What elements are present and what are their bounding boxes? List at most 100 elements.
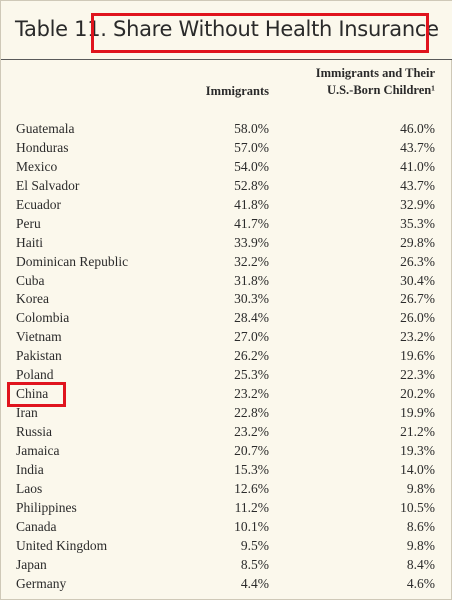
children-cell: 32.9% [400, 196, 435, 212]
country-cell: China [16, 386, 49, 402]
country-cell: Vietnam [16, 329, 62, 345]
children-cell: 41.0% [400, 158, 435, 174]
children-cell: 19.3% [400, 442, 435, 458]
country-cell: India [16, 461, 44, 477]
column-header-immigrants: Immigrants [205, 84, 269, 98]
children-cell: 9.8% [406, 537, 435, 553]
table-row: Canada 10.1% 8.6% [1, 518, 452, 537]
immigrants-cell: 26.2% [234, 348, 269, 364]
column-header-line-2: U.S.-Born Children¹ [326, 83, 435, 97]
country-cell: Dominican Republic [16, 253, 129, 269]
table-row: Honduras 57.0% 43.7% [1, 139, 452, 158]
children-cell: 19.9% [400, 405, 435, 421]
country-cell: Korea [16, 291, 49, 307]
immigrants-cell: 22.8% [234, 405, 269, 421]
children-cell: 43.7% [400, 139, 435, 155]
immigrants-cell: 54.0% [234, 158, 269, 174]
country-cell: Honduras [16, 139, 69, 155]
children-cell: 10.5% [400, 499, 435, 515]
children-cell: 4.6% [406, 575, 435, 591]
table-row: Vietnam 27.0% 23.2% [1, 328, 452, 347]
immigrants-cell: 9.5% [240, 537, 269, 553]
children-cell: 20.2% [400, 386, 435, 402]
immigrants-cell: 12.6% [234, 480, 269, 496]
immigrants-cell: 28.4% [234, 310, 269, 326]
table-row: Korea 30.3% 26.7% [1, 290, 452, 309]
children-cell: 26.3% [400, 253, 435, 269]
country-cell: Japan [16, 556, 47, 572]
children-cell: 22.3% [400, 367, 435, 383]
china-highlight-box [7, 382, 66, 407]
immigrants-cell: 52.8% [234, 177, 269, 193]
immigrants-cell: 33.9% [234, 234, 269, 250]
title-highlight-box [91, 13, 429, 53]
column-header-immigrants-and-children: Immigrants and Their U.S.-Born Children¹ [259, 65, 435, 99]
country-cell: Poland [16, 367, 54, 383]
table-row: United Kingdom 9.5% 9.8% [1, 537, 452, 556]
table-row: Jamaica 20.7% 19.3% [1, 442, 452, 461]
table-row: Japan 8.5% 8.4% [1, 556, 452, 575]
immigrants-cell: 23.2% [234, 424, 269, 439]
country-cell: Ecuador [16, 196, 61, 212]
immigrants-cell: 25.3% [234, 367, 269, 383]
table-row: Ecuador 41.8% 32.9% [1, 196, 452, 215]
table-row: Iran 22.8% 19.9% [1, 404, 452, 423]
column-header-line-1: Immigrants and Their [315, 66, 435, 80]
children-cell: 23.2% [400, 329, 435, 345]
children-cell: 14.0% [400, 461, 435, 477]
immigrants-cell: 20.7% [234, 442, 269, 458]
table-row: Russia 23.2% 21.2% [1, 423, 452, 442]
table-title: Table 11. Share Without Health Insurance [15, 17, 439, 41]
immigrants-cell: 41.7% [234, 215, 269, 231]
country-cell: Philippines [16, 499, 77, 515]
table-row: Haiti 33.9% 29.8% [1, 234, 452, 253]
children-cell: 26.7% [400, 291, 435, 307]
table-row: El Salvador 52.8% 43.7% [1, 177, 452, 196]
immigrants-cell: 8.5% [240, 556, 269, 572]
immigrants-cell: 10.1% [234, 518, 269, 534]
immigrants-cell: 27.0% [234, 329, 269, 345]
immigrants-cell: 4.4% [240, 575, 269, 591]
country-cell: Germany [16, 575, 67, 591]
immigrants-cell: 57.0% [234, 139, 269, 155]
children-cell: 9.8% [406, 480, 435, 496]
children-cell: 21.2% [400, 424, 435, 439]
country-cell: Colombia [16, 310, 70, 326]
country-cell: Pakistan [16, 348, 62, 364]
country-cell: Mexico [16, 158, 58, 174]
title-bar: Table 11. Share Without Health Insurance [1, 1, 452, 60]
children-cell: 43.7% [400, 177, 435, 193]
table-body: Guatemala 58.0% 46.0% Honduras 57.0% 43.7% Mex… [1, 120, 452, 593]
table-row: China 23.2% 20.2% [1, 385, 452, 404]
immigrants-cell: 58.0% [234, 121, 269, 136]
country-cell: Cuba [16, 272, 45, 288]
table-row: Guatemala 58.0% 46.0% [1, 120, 452, 139]
children-cell: 35.3% [400, 215, 435, 231]
immigrants-cell: 32.2% [234, 253, 269, 269]
country-cell: Iran [16, 405, 38, 421]
immigrants-cell: 15.3% [234, 461, 269, 477]
table-row: Peru 41.7% 35.3% [1, 215, 452, 234]
children-cell: 26.0% [400, 310, 435, 326]
children-cell: 46.0% [400, 121, 435, 136]
country-cell: Russia [16, 424, 53, 439]
children-cell: 19.6% [400, 348, 435, 364]
table-row: Colombia 28.4% 26.0% [1, 309, 452, 328]
country-cell: Haiti [16, 234, 43, 250]
country-cell: Laos [16, 480, 43, 496]
table-row: Mexico 54.0% 41.0% [1, 158, 452, 177]
country-cell: Canada [16, 518, 57, 534]
table-row: India 15.3% 14.0% [1, 461, 452, 480]
country-cell: Guatemala [16, 121, 75, 136]
children-cell: 8.4% [406, 556, 435, 572]
immigrants-cell: 23.2% [234, 386, 269, 402]
table-row: Cuba 31.8% 30.4% [1, 272, 452, 291]
country-cell: Peru [16, 215, 41, 231]
children-cell: 30.4% [400, 272, 435, 288]
table-row: Philippines 11.2% 10.5% [1, 499, 452, 518]
children-cell: 29.8% [400, 234, 435, 250]
immigrants-cell: 41.8% [234, 196, 269, 212]
country-cell: El Salvador [16, 177, 80, 193]
table-row: Poland 25.3% 22.3% [1, 366, 452, 385]
